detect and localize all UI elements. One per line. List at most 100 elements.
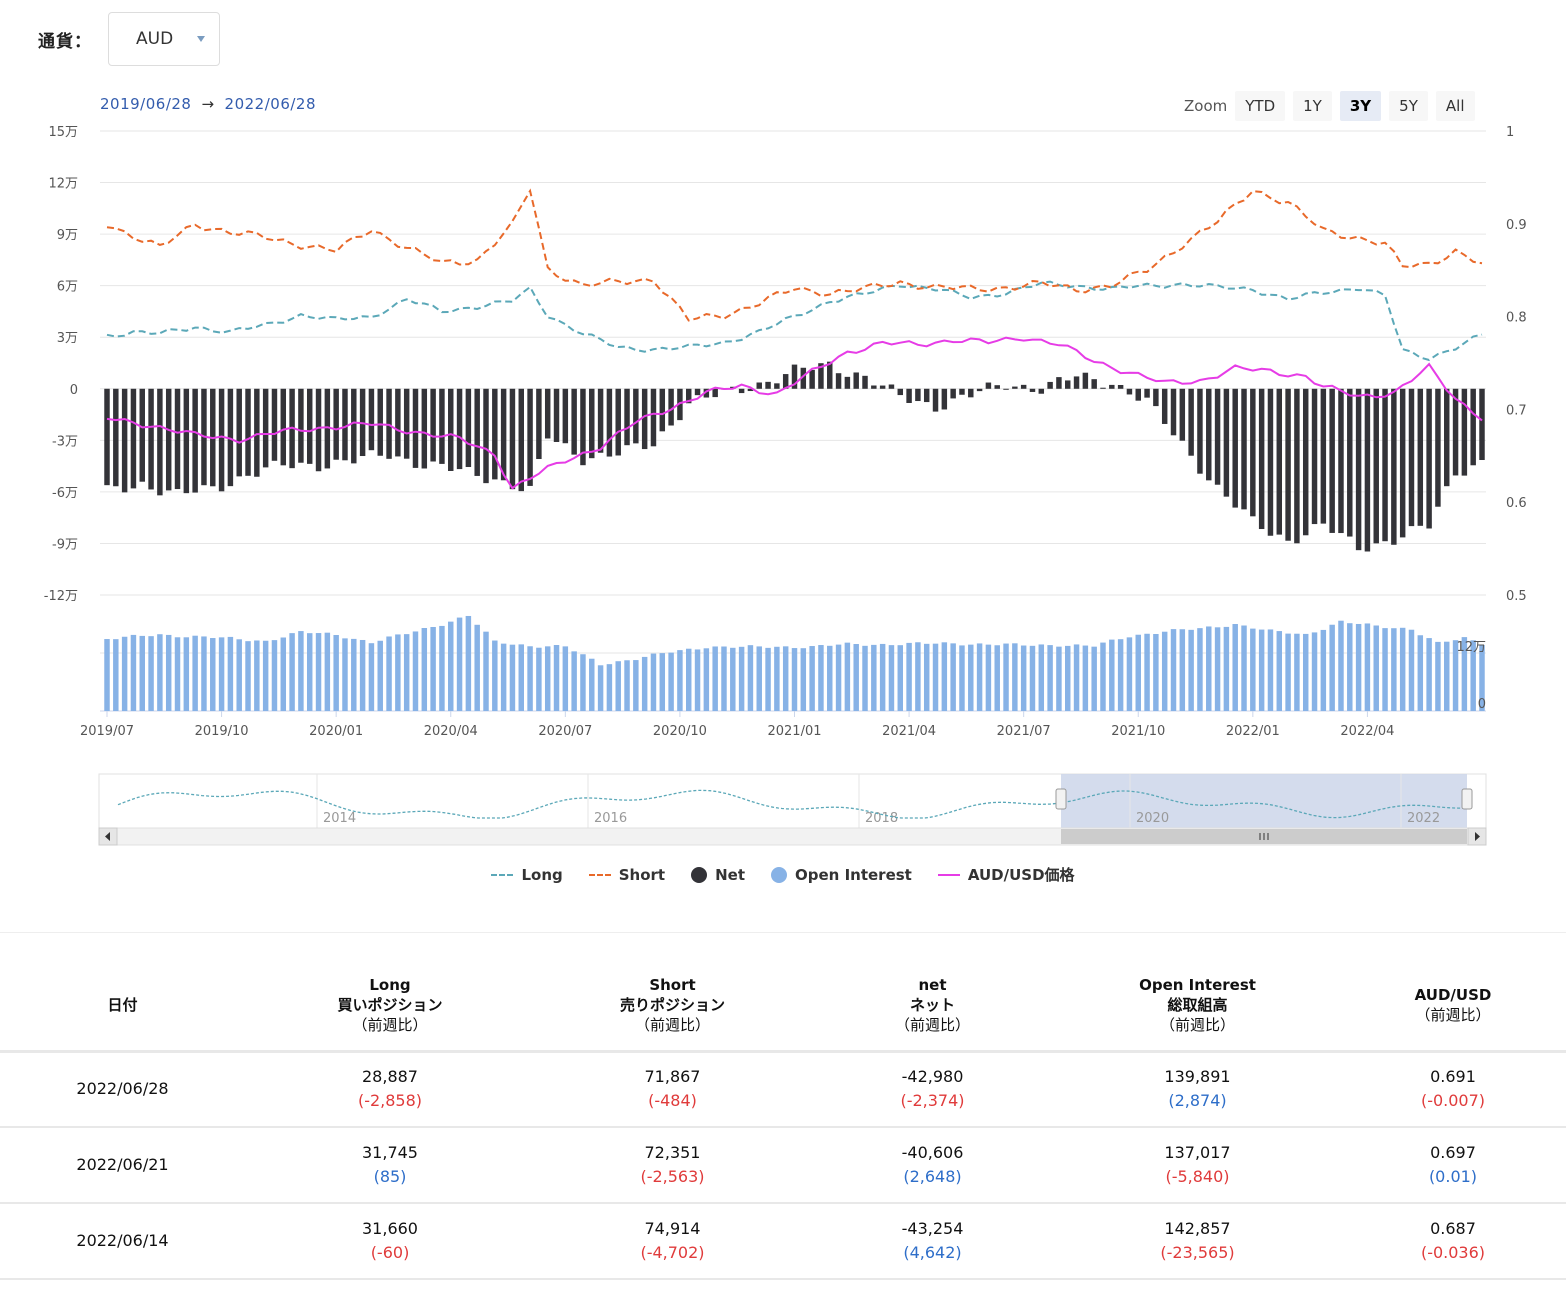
chevron-down-icon [197,36,205,42]
currency-select[interactable]: AUD [108,12,220,66]
zoom-5y-button[interactable]: 5Y [1389,91,1428,121]
net-bar [1444,388,1450,487]
legend-item-open-interest[interactable]: Open Interest [771,864,912,885]
net-bar [562,388,569,444]
oi-bar [659,653,666,711]
net-bar [377,388,383,456]
legend-swatch [771,866,787,883]
oi-bar [1188,629,1194,711]
net-bar [959,388,965,395]
legend-item-long[interactable]: Long [491,864,563,885]
net-bar [1461,388,1468,476]
oi-bar [1161,631,1168,711]
navigator: 2014 2016 2018 2020 2022 [98,773,1487,846]
net-bar [932,388,939,412]
oi-bar [245,641,251,711]
oi-bar [589,658,595,711]
oi-bar [1338,620,1344,711]
cot-chart[interactable]: 15万 12万 9万 6万 3万 0 -3万 -6万 -9万 -12万 1 0.9 0.8 0.7 0.6… [0,0,1566,860]
net-bar [950,388,956,399]
cell-change: (2,648) [903,1167,962,1186]
legend-swatch [937,873,960,876]
net-bar [412,388,419,468]
oi-bar [509,644,516,711]
net-bar [976,388,983,392]
oi-bar [1311,632,1318,711]
oi-bar [677,650,683,711]
net-bar [113,388,119,487]
oi-bar [1461,637,1468,711]
oi-bar [130,634,137,711]
cell-change: (-2,563) [640,1167,705,1186]
oi-bar [183,637,190,711]
legend-label: Long [521,865,563,884]
net-bar [139,388,145,482]
net-bar [1038,388,1045,394]
net-bar [280,388,287,466]
header-date: 日付 [0,960,245,1053]
zoom-all-button[interactable]: All [1435,91,1475,121]
range-end[interactable]: 2022/06/28 [224,95,317,113]
cell-value: 74,914 [644,1219,701,1238]
oi-bar [1082,645,1089,711]
currency-selector-bar: 通貨： AUD [38,12,220,66]
legend-item-price[interactable]: AUD/USD価格 [937,864,1075,885]
net-bar [827,361,833,389]
oi-tick: 0 [1478,697,1486,712]
net-bar [254,388,260,477]
net-bar [1250,388,1256,517]
oi-bar [1294,633,1300,711]
cell-price: 0.687 (-0.036) [1340,1203,1566,1280]
oi-bar [827,645,833,711]
net-bar [597,388,604,453]
cell-short: 71,867 (-484) [535,1051,810,1128]
oi-bar [994,645,1000,711]
net-bar [262,388,269,468]
net-bar [298,388,304,463]
net-bar [1091,379,1097,389]
range-start[interactable]: 2019/06/28 [100,95,192,113]
zoom-ytd-button[interactable]: YTD [1235,91,1286,121]
y-right-tick: 0.7 [1506,403,1527,418]
cell-value: 72,351 [644,1143,701,1162]
y-left-tick: 0 [70,383,78,398]
oi-bar [324,632,331,711]
net-bar [218,388,225,492]
oi-bar [395,634,401,711]
oi-bar [1153,633,1159,711]
cell-price: 0.691 (-0.007) [1340,1051,1566,1128]
cell-date: 2022/06/28 [0,1051,245,1128]
legend-item-short[interactable]: Short [588,864,665,885]
oi-bar [165,634,172,711]
oi-bar [950,643,956,711]
oi-bar [1206,626,1212,711]
oi-bar [1232,624,1238,711]
oi-bar [1355,623,1362,711]
oi-bar [615,661,621,711]
zoom-3y-button[interactable]: 3Y [1339,91,1382,121]
net-bar [227,388,234,487]
oi-bar [1020,645,1027,711]
oi-bar [835,644,842,711]
x-axis-ticks: 2019/07 2019/10 2020/01 2020/04 2020/07 2020/… [80,711,1394,739]
long-series-line [106,280,1483,362]
oi-bar [685,648,692,711]
cell-date: 2022/06/14 [0,1203,245,1280]
x-tick-label: 2021/01 [767,724,821,739]
x-tick-label: 2019/10 [195,724,249,739]
x-tick-label: 2020/07 [538,724,592,739]
net-bar [659,388,666,432]
legend-item-net[interactable]: Net [691,864,745,885]
oi-bar [774,646,780,711]
oi-bar [906,642,912,711]
oi-bar [1223,626,1230,711]
oi-bar [1408,629,1415,711]
net-bar [685,388,692,404]
net-bar [624,388,630,446]
header-line: ネット [909,995,955,1014]
oi-bar [721,646,727,711]
net-bar [306,388,313,464]
zoom-1y-button[interactable]: 1Y [1293,91,1332,121]
net-bar [809,369,815,389]
x-tick-label: 2020/01 [309,724,363,739]
